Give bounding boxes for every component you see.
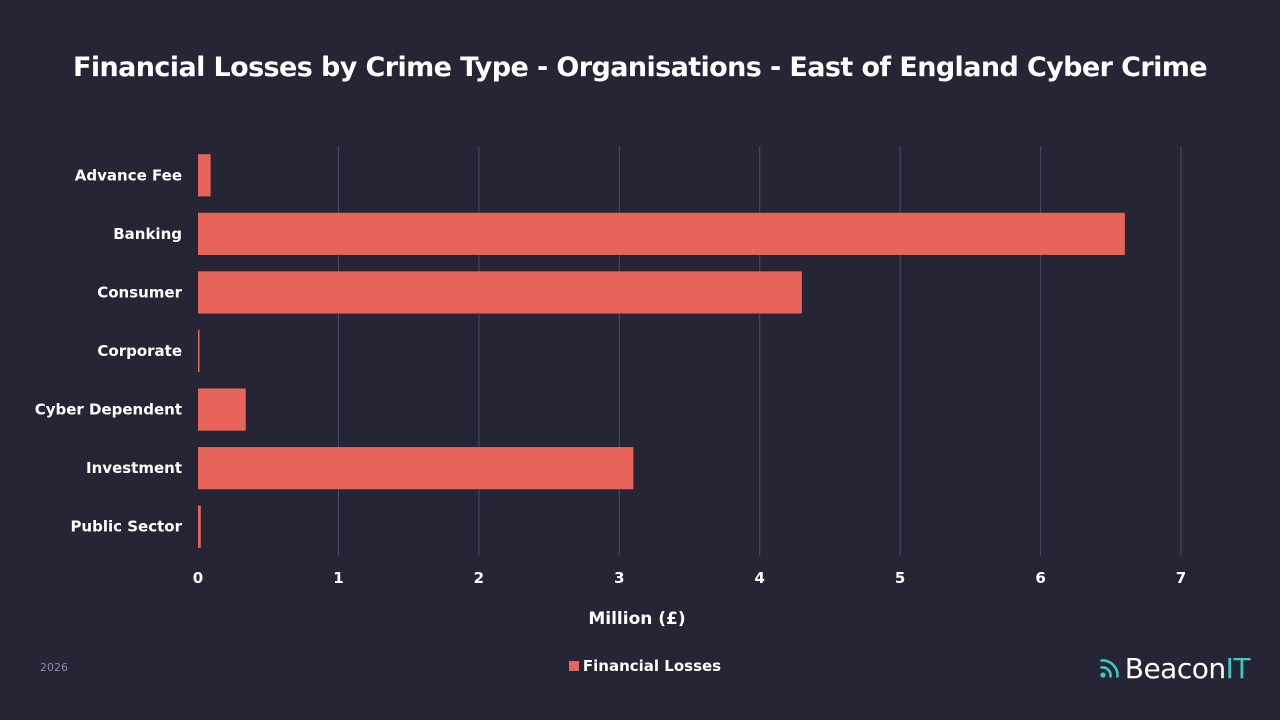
brand-name: Beacon — [1124, 651, 1226, 685]
category-label: Advance Fee — [75, 166, 182, 184]
bar-banking — [198, 212, 1125, 255]
x-axis-title: Million (£) — [588, 609, 685, 629]
gridlines — [337, 146, 1182, 556]
signal-waves-icon — [1099, 659, 1119, 678]
legend: Financial Losses — [0, 657, 1280, 675]
category-label: Consumer — [97, 283, 182, 301]
brand-accent: IT — [1225, 651, 1251, 685]
legend-swatch — [568, 661, 579, 671]
bar-public-sector — [198, 505, 201, 548]
x-tick-labels: 0 1 2 3 4 5 6 7 — [193, 569, 1186, 587]
category-label: Public Sector — [70, 518, 182, 536]
x-tick-label: 7 — [1176, 569, 1186, 587]
x-tick-label: 5 — [895, 569, 905, 587]
x-tick-label: 4 — [754, 569, 764, 587]
x-tick-label: 3 — [614, 569, 624, 587]
brand-logo: Beacon IT — [1099, 650, 1251, 686]
category-label: Investment — [86, 459, 182, 477]
year-label: 2026 — [40, 661, 68, 674]
x-tick-label: 0 — [193, 569, 203, 587]
x-tick-label: 1 — [333, 569, 343, 587]
legend-label: Financial Losses — [582, 657, 722, 675]
bar-advance-fee — [198, 154, 211, 197]
bar-cyber-dependent — [198, 388, 246, 431]
category-label: Cyber Dependent — [35, 401, 182, 419]
x-tick-label: 6 — [1035, 569, 1045, 587]
category-label: Banking — [113, 225, 182, 243]
category-labels: Advance Fee Banking Consumer Corporate Cyber… — [35, 166, 183, 535]
chart-title: Financial Losses by Crime Type - Organis… — [73, 52, 1208, 83]
bars — [198, 154, 1125, 548]
bar-corporate — [198, 329, 200, 373]
x-tick-label: 2 — [474, 569, 484, 587]
bar-investment — [198, 447, 634, 490]
category-label: Corporate — [97, 342, 182, 360]
bar-consumer — [198, 271, 802, 314]
